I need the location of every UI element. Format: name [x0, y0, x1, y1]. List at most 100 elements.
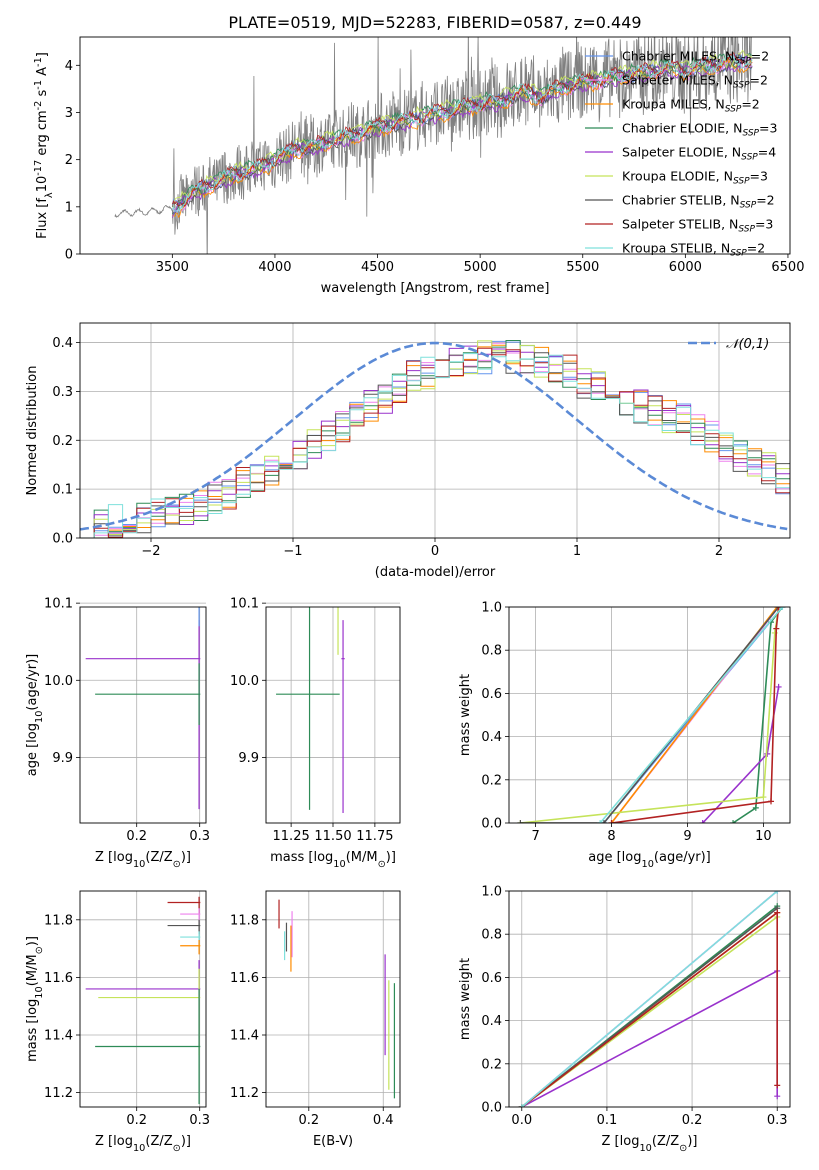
mass-weight-marker: [775, 683, 782, 690]
y-tick-label: 10.0: [44, 674, 73, 689]
plot-area: [518, 891, 781, 1107]
x-tick-label: 6500: [771, 260, 804, 275]
y-tick-label: 1.0: [481, 601, 502, 616]
legend-entry: Salpeter ELODIE, NSSP=4: [622, 145, 776, 163]
x-axis-label: mass [log10(M/M⊙)]: [270, 850, 396, 870]
x-axis-label: E(B-V): [313, 1134, 353, 1149]
y-tick-label: 0.3: [52, 385, 73, 400]
y-tick-label: 0.4: [481, 730, 502, 745]
plot-area: [80, 340, 790, 538]
x-axis-label: wavelength [Angstrom, rest frame]: [321, 281, 550, 296]
plot-area: [114, 37, 753, 254]
y-tick-label: 0.8: [481, 644, 502, 659]
errorbar-point: [95, 988, 201, 1105]
y-axis-label: Normed distribution: [25, 366, 40, 496]
model-spectrum-line: [171, 49, 753, 208]
y-tick-label: 9.9: [52, 751, 73, 766]
mass-weight-marker: [774, 1082, 781, 1089]
y-tick-label: 0.2: [481, 773, 502, 788]
x-axis-label: age [log10(age/yr)]: [588, 850, 711, 870]
y-tick-label: 1.0: [481, 885, 502, 900]
plot-area: [276, 607, 345, 813]
x-tick-label: 11.75: [356, 829, 393, 844]
axes-frame: [79, 606, 207, 824]
x-tick-label: 4500: [361, 260, 394, 275]
x-tick-label: 0.3: [189, 829, 210, 844]
axes-frame: [79, 36, 791, 255]
mass-weight-marker: [774, 891, 781, 894]
mass-weight-marker: [779, 607, 786, 610]
mass-weight-line: [520, 607, 780, 823]
errorbar-point: [276, 607, 340, 810]
mass-weight-vs-Z-panel: 0.0 0.1 0.2 0.3 0.0 0.2 0.4 0.6 0.8 1.0 Z [log10(Z…: [458, 885, 791, 1154]
y-tick-label: 3: [65, 106, 73, 121]
model-spectrum-line: [171, 52, 753, 207]
legend-entry: Kroupa MILES, NSSP=2: [622, 97, 760, 115]
x-tick-label: 0: [431, 544, 439, 559]
legend-entry: Kroupa STELIB, NSSP=2: [622, 241, 765, 259]
x-axis-label: (data-model)/error: [375, 565, 496, 580]
mass-vs-ebv-panel: 0.2 0.4 11.2 11.4 11.6 11.8 E(B-V): [230, 890, 401, 1149]
x-tick-label: 0.3: [189, 1113, 210, 1128]
legend-entry: 𝒩(0,1): [726, 337, 769, 352]
x-tick-label: 0.2: [126, 829, 147, 844]
x-tick-label: 4000: [258, 260, 291, 275]
y-tick-label: 11.2: [230, 1086, 259, 1101]
age-vs-mass-panel: 11.25 11.50 11.75 9.9 10.0 10.1 mass [log10(M/…: [230, 597, 401, 870]
x-axis-label: Z [log10(Z/Z⊙)]: [95, 850, 191, 870]
axes-frame: [265, 606, 401, 824]
legend-entry: Salpeter MILES, NSSP=2: [622, 73, 768, 91]
residual-histogram-panel: −2 −1 0 1 2 0.0 0.1 0.2 0.3 0.4 (data-model)/error…: [25, 322, 791, 580]
legend-entry: Chabrier MILES, NSSP=2: [622, 49, 769, 67]
legend-entry: Chabrier ELODIE, NSSP=3: [622, 121, 777, 139]
y-tick-label: 0.6: [481, 971, 502, 986]
x-tick-label: 8: [607, 829, 615, 844]
spectrum-panel: 3500 4000 4500 5000 5500 6000 6500 0 1 2 3 4 wavelen…: [33, 36, 804, 296]
mass-weight-marker: [730, 820, 737, 823]
y-tick-label: 11.2: [44, 1086, 73, 1101]
x-tick-label: 0.1: [597, 1113, 618, 1128]
y-axis-label: mass weight: [458, 674, 473, 756]
errorbar-point: [337, 607, 339, 655]
y-tick-label: 4: [65, 59, 73, 74]
x-tick-label: −2: [141, 544, 160, 559]
x-tick-label: 11.50: [314, 829, 351, 844]
plot-area: [517, 607, 786, 823]
mass-weight-marker: [775, 607, 782, 610]
grid: [80, 891, 206, 1107]
x-tick-label: 7: [531, 829, 539, 844]
x-tick-label: 10: [755, 829, 772, 844]
axes-frame: [79, 322, 791, 539]
y-tick-label: 11.4: [230, 1029, 259, 1044]
y-tick-label: 0.8: [481, 928, 502, 943]
age-vs-Z-panel: 0.2 0.3 9.9 10.0 10.1 Z [log10(Z/Z⊙)] age [log…: [25, 597, 210, 870]
grid: [80, 602, 206, 823]
mass-weight-marker: [773, 625, 780, 632]
y-tick-label: 0.4: [52, 336, 73, 351]
legend-entry: Kroupa ELODIE, NSSP=3: [622, 169, 768, 187]
y-axis-label: mass [log10(M/M⊙)]: [25, 936, 45, 1062]
y-tick-label: 11.6: [44, 971, 73, 986]
mass-weight-marker: [752, 804, 759, 811]
errorbar-point: [198, 607, 200, 627]
y-tick-label: 0.0: [52, 532, 73, 547]
y-tick-label: 11.8: [44, 913, 73, 928]
mass-weight-marker: [600, 820, 607, 823]
x-axis-label: Z [log10(Z/Z⊙)]: [602, 1134, 698, 1154]
x-tick-label: 1: [573, 544, 581, 559]
x-tick-label: 5000: [464, 260, 497, 275]
y-tick-label: 0.4: [481, 1014, 502, 1029]
y-axis-label: mass weight: [458, 958, 473, 1040]
x-tick-label: 0.4: [373, 1113, 394, 1128]
residual-histogram-series: [80, 353, 790, 538]
y-tick-label: 0.0: [481, 1101, 502, 1116]
plot-area: [85, 607, 201, 810]
y-tick-label: 10.0: [230, 674, 259, 689]
x-tick-label: 0.2: [126, 1113, 147, 1128]
normal-reference-curve: [80, 341, 788, 531]
y-tick-label: 0.2: [481, 1057, 502, 1072]
model-spectrum-line: [171, 54, 753, 208]
errorbar-point: [341, 620, 345, 813]
x-tick-label: 0.2: [298, 1113, 319, 1128]
